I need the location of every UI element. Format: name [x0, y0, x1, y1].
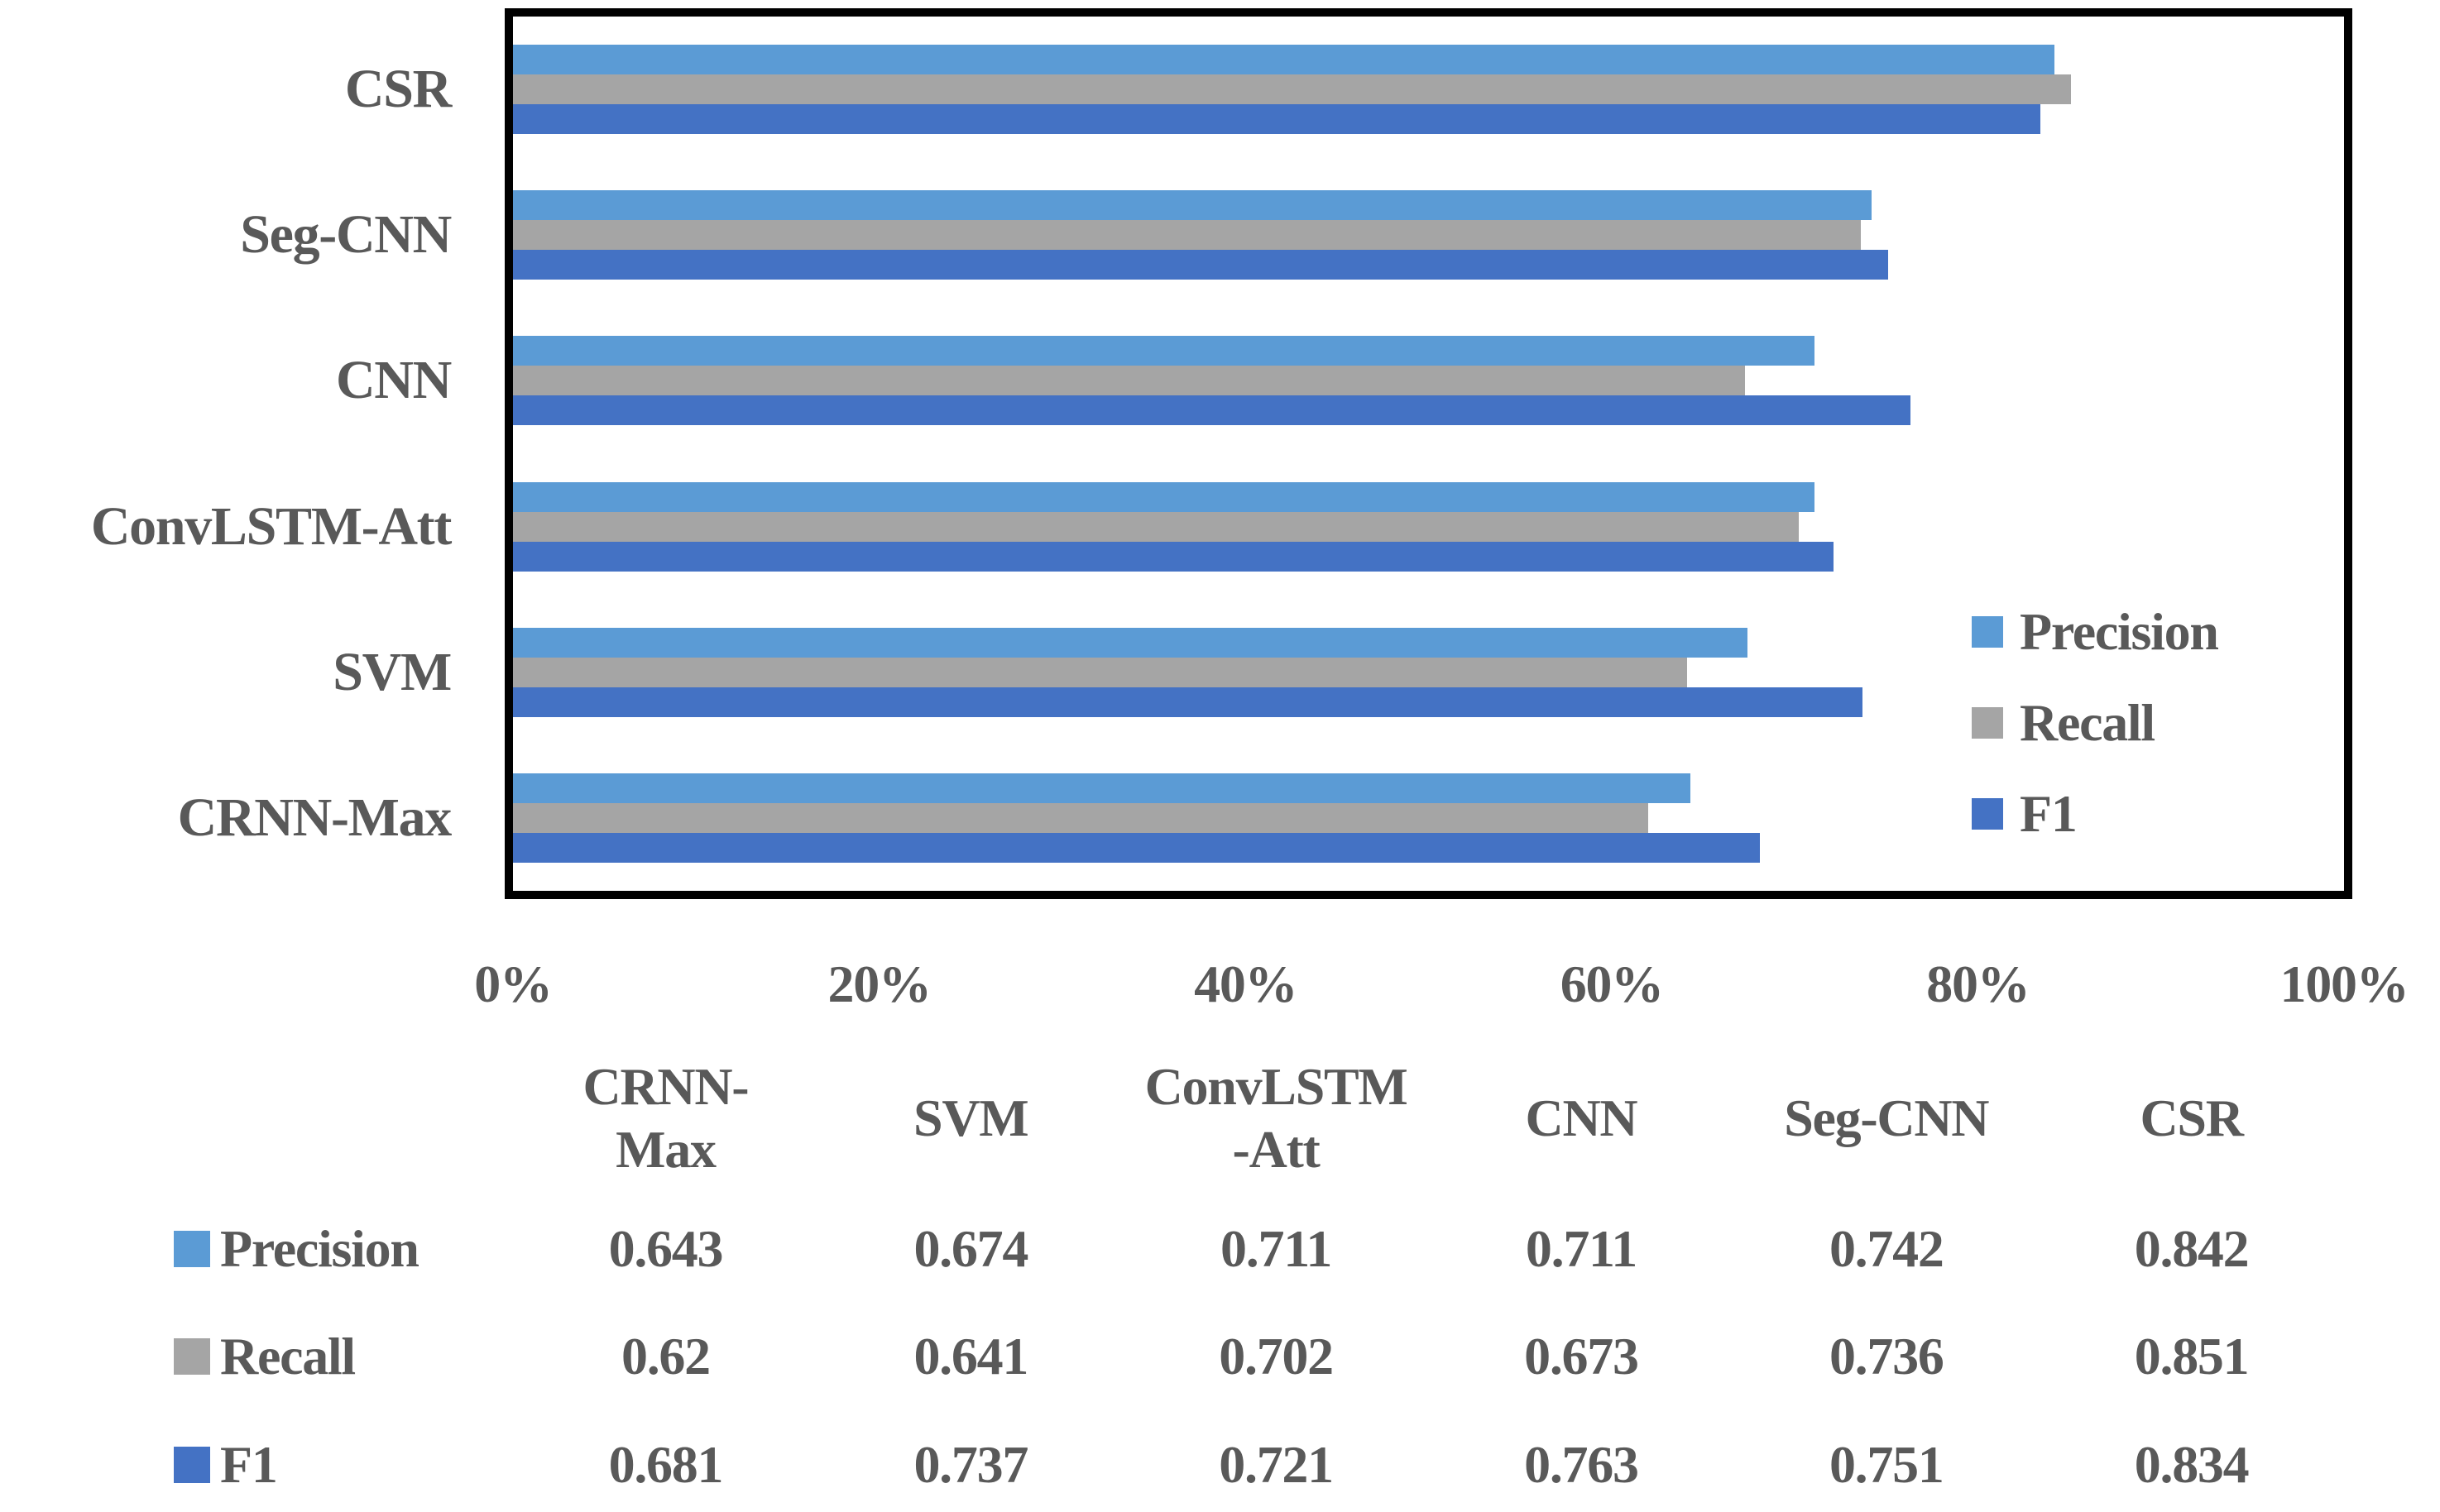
table-header-line: ConvLSTM [1144, 1057, 1408, 1117]
table-header-line: Max [616, 1120, 717, 1179]
legend-key-Recall [1972, 707, 2003, 739]
table-header-line: CNN [1525, 1089, 1638, 1148]
bar-CSR-F1 [513, 104, 2040, 135]
table-cell-F1-CSR: 0.834 [2134, 1435, 2250, 1494]
legend-label-F1: F1 [2020, 784, 2078, 843]
table-cell-F1-CRNN-Max: 0.681 [608, 1435, 724, 1494]
x-tick-80%: 80% [1926, 955, 2030, 1013]
table-cell-Recall-Seg-CNN: 0.736 [1829, 1327, 1944, 1385]
table-cell-Precision-SVM: 0.674 [913, 1219, 1028, 1278]
bar-Seg-CNN-Recall [513, 220, 1861, 251]
bar-CNN-Precision [513, 336, 1815, 366]
y-axis-label-CNN: CNN [335, 350, 452, 411]
table-row-swatch-Precision [174, 1231, 210, 1267]
table-row-label-F1: F1 [220, 1435, 278, 1494]
x-tick-0%: 0% [474, 955, 553, 1013]
table-cell-F1-ConvLSTM-Att: 0.721 [1219, 1435, 1334, 1494]
table-cell-F1-CNN: 0.763 [1524, 1435, 1639, 1494]
legend-key-Precision [1972, 616, 2003, 648]
table-header-CSR: CSR [2039, 1036, 2344, 1201]
y-axis-label-Seg-CNN: Seg-CNN [240, 204, 452, 266]
x-tick-60%: 60% [1560, 955, 1664, 1013]
x-tick-40%: 40% [1194, 955, 1297, 1013]
table-header-SVM: SVM [818, 1036, 1124, 1201]
legend-key-F1 [1972, 798, 2003, 830]
table-header-ConvLSTM-Att: ConvLSTM -Att [1124, 1036, 1429, 1201]
y-axis-label-CSR: CSR [344, 59, 452, 120]
bar-Seg-CNN-Precision [513, 190, 1872, 221]
bar-CRNN-Max-Precision [513, 773, 1690, 803]
table-header-line: Seg-CNN [1784, 1089, 1989, 1148]
bar-CRNN-Max-F1 [513, 832, 1761, 863]
table-row-swatch-Recall [174, 1338, 210, 1375]
table-header-line: SVM [913, 1089, 1029, 1148]
table-cell-Recall-CRNN-Max: 0.62 [621, 1327, 711, 1385]
legend-item-Precision: Precision [1972, 586, 2336, 677]
table-cell-F1-SVM: 0.737 [913, 1435, 1028, 1494]
chart-legend: Precision Recall F1 [1972, 586, 2336, 859]
table-header-CNN: CNN [1429, 1036, 1734, 1201]
table-cell-Precision-CSR: 0.842 [2134, 1219, 2250, 1278]
bar-CNN-Recall [513, 366, 1746, 396]
plot-area [505, 8, 2352, 899]
table-cell-Precision-CRNN-Max: 0.643 [608, 1219, 724, 1278]
bar-Seg-CNN-F1 [513, 250, 1888, 280]
legend-label-Recall: Recall [2020, 693, 2155, 752]
table-header-line: CSR [2140, 1089, 2243, 1148]
table-header-CRNN-Max: CRNN- Max [513, 1036, 818, 1201]
legend-item-Recall: Recall [1972, 677, 2336, 768]
legend-item-F1: F1 [1972, 768, 2336, 859]
x-tick-20%: 20% [827, 955, 932, 1013]
table-cell-Recall-CNN: 0.673 [1524, 1327, 1639, 1385]
table-row-label-Precision: Precision [220, 1219, 419, 1278]
x-tick-100%: 100% [2279, 955, 2409, 1013]
legend-label-Precision: Precision [2020, 602, 2219, 661]
bar-SVM-Precision [513, 627, 1747, 658]
table-row-swatch-F1 [174, 1447, 210, 1483]
bar-SVM-Recall [513, 657, 1687, 687]
table-cell-Recall-CSR: 0.851 [2134, 1327, 2250, 1385]
bar-ConvLSTM-Att-F1 [513, 541, 1834, 572]
bar-ConvLSTM-Att-Recall [513, 511, 1799, 542]
table-cell-Recall-ConvLSTM-Att: 0.702 [1219, 1327, 1334, 1385]
table-row-label-Recall: Recall [220, 1327, 356, 1385]
bar-CRNN-Max-Recall [513, 802, 1649, 833]
table-header-line: -Att [1232, 1120, 1321, 1179]
table-cell-Precision-CNN: 0.711 [1525, 1219, 1637, 1278]
table-cell-Precision-ConvLSTM-Att: 0.711 [1220, 1219, 1332, 1278]
bar-ConvLSTM-Att-Precision [513, 481, 1815, 512]
bar-SVM-F1 [513, 687, 1862, 717]
table-header-line: CRNN- [582, 1057, 750, 1117]
y-axis-label-SVM: SVM [333, 641, 452, 702]
bar-CSR-Precision [513, 45, 2055, 75]
table-header-Seg-CNN: Seg-CNN [1733, 1036, 2039, 1201]
y-axis-label-CRNN-Max: CRNN-Max [177, 787, 453, 848]
table-cell-Recall-SVM: 0.641 [913, 1327, 1028, 1385]
bar-CSR-Recall [513, 74, 2072, 105]
bar-CNN-F1 [513, 395, 1910, 426]
table-cell-F1-Seg-CNN: 0.751 [1829, 1435, 1944, 1494]
y-axis-label-ConvLSTM-Att: ConvLSTM-Att [90, 495, 452, 557]
table-cell-Precision-Seg-CNN: 0.742 [1829, 1219, 1944, 1278]
